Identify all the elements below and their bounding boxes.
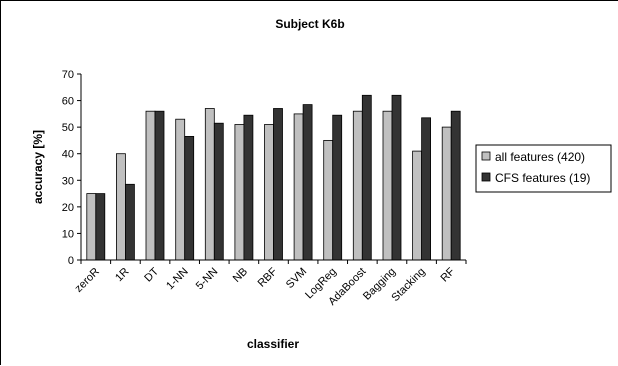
bar-cfs-1r xyxy=(125,183,135,261)
y-tick-label-10: 10 xyxy=(62,228,74,240)
x-tick-label-svm: SVM xyxy=(284,266,309,291)
legend-swatch-all xyxy=(481,151,491,161)
axes-layer xyxy=(80,74,466,261)
x-axis-title: classifier xyxy=(247,337,299,351)
bar-cfs-5-nn xyxy=(213,122,224,261)
x-tick-label-zeror: zeroR xyxy=(73,266,102,295)
bar-cfs-nb xyxy=(243,114,254,261)
y-tick-label-70: 70 xyxy=(62,69,74,81)
bar-cfs-stacking xyxy=(421,117,432,261)
legend-swatch-cfs xyxy=(481,172,491,182)
bar-all-svm xyxy=(293,113,304,261)
bar-all-nb xyxy=(234,124,245,261)
x-tick-label-1-nn: 1-NN xyxy=(164,266,191,293)
bar-all-logreg xyxy=(323,139,334,261)
bar-all-bagging xyxy=(382,110,393,261)
legend-box xyxy=(475,144,612,193)
bar-all-zeror xyxy=(86,193,97,261)
x-tick-label-rf: RF xyxy=(438,265,457,284)
bar-cfs-logreg xyxy=(332,114,343,261)
bar-all-adaboost xyxy=(352,110,363,261)
legend: all features (420) CFS features (19) xyxy=(475,144,612,193)
x-tick-label-1r: 1R xyxy=(113,266,131,284)
bar-cfs-zeror xyxy=(95,193,106,261)
x-tick-label-rbf: RBF xyxy=(256,265,280,289)
bar-cfs-adaboost xyxy=(361,94,372,261)
bar-all-rbf xyxy=(264,124,274,261)
legend-label-all: all features (420) xyxy=(495,150,585,164)
y-tick-label-40: 40 xyxy=(62,149,74,161)
y-axis-title: accuracy [%] xyxy=(31,130,45,204)
chart-title: Subject K6b xyxy=(275,17,344,31)
bar-cfs-bagging xyxy=(391,94,402,261)
bar-all-rf xyxy=(441,126,452,261)
x-tick-label-dt: DT xyxy=(142,265,161,284)
bar-all-1-nn xyxy=(175,118,186,261)
y-tick-label-20: 20 xyxy=(62,202,74,214)
y-tick-label-50: 50 xyxy=(62,122,74,134)
bar-cfs-dt xyxy=(154,110,165,261)
bar-all-stacking xyxy=(412,150,423,261)
bar-all-5-nn xyxy=(204,108,215,261)
x-tick-label-5-nn: 5-NN xyxy=(194,266,221,293)
bar-cfs-svm xyxy=(302,104,313,261)
bar-cfs-rf xyxy=(450,110,461,261)
bar-cfs-rbf xyxy=(273,108,283,261)
y-tick-label-60: 60 xyxy=(62,96,74,108)
y-ticks-layer: 0 10 20 30 40 50 60 70 xyxy=(62,69,81,267)
legend-label-cfs: CFS features (19) xyxy=(495,171,590,185)
y-tick-label-30: 30 xyxy=(62,175,74,187)
x-tick-label-nb: NB xyxy=(231,266,250,285)
bar-all-1r xyxy=(116,153,126,261)
bar-cfs-1-nn xyxy=(184,135,195,261)
x-ticks-layer: zeroR 1R DT 1-NN 5-NN NB RBF SVMLogRegAdaBoostB… xyxy=(73,260,467,308)
y-tick-label-0: 0 xyxy=(68,255,74,267)
bar-all-dt xyxy=(145,110,156,261)
